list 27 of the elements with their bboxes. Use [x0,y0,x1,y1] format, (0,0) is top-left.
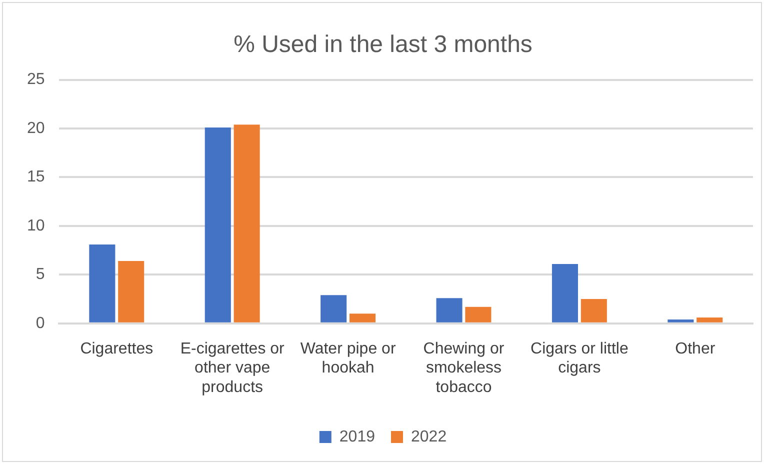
bar [668,320,694,322]
y-tick-label: 5 [36,266,45,284]
bar [436,298,462,322]
bar [696,318,723,322]
bar [118,261,144,322]
legend-label: 2019 [339,428,376,446]
x-tick-label: Water pipe or hookah [300,340,396,377]
chart-title: % Used in the last 3 months [234,31,532,58]
x-tick-label: E-cigarettes or other vape products [180,340,286,396]
y-tick-label: 25 [27,71,45,88]
bar [349,314,376,322]
y-tick-label: 0 [36,314,45,332]
x-tick-label: Other [675,340,716,358]
y-tick-label: 15 [27,168,45,186]
bar [580,299,607,322]
bar [552,264,578,322]
bar [89,244,116,322]
bar [204,128,231,322]
bar [234,124,260,322]
x-tick-label: Cigarettes [80,340,154,358]
y-tick-label: 10 [27,217,45,234]
y-tick-label: 20 [27,120,45,137]
bar [465,306,492,322]
x-tick-label: Chewing or smokeless tobacco [423,340,505,396]
bar [320,295,347,322]
x-tick-label: Cigars or little cigars [530,340,628,377]
legend-label: 2022 [411,428,447,446]
